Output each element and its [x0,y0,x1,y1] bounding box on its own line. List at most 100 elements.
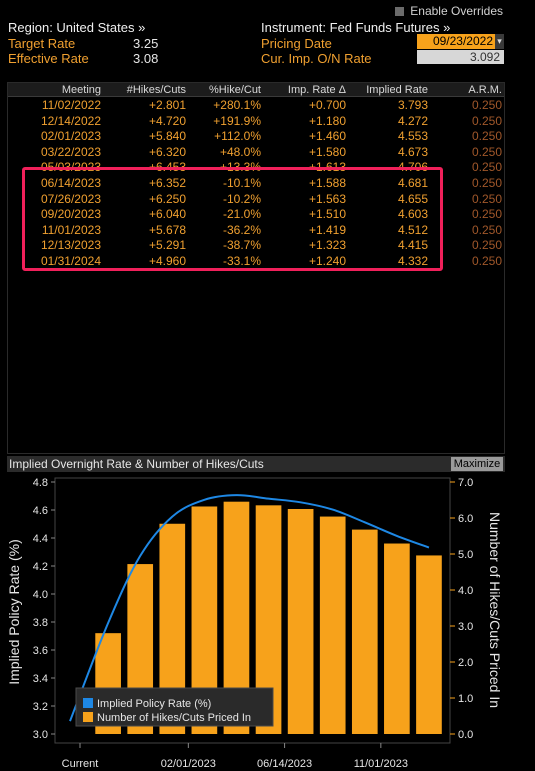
highlight-box [22,167,443,271]
col-imp-rate-delta[interactable]: Imp. Rate Δ [287,84,346,96]
table-cell: +6.320 [148,144,186,159]
y-right-tick-label: 6.0 [458,513,473,525]
table-cell: 0.250 [471,254,502,268]
table-cell: -36.2% [222,222,261,237]
table-cell: 12/13/2023 [40,238,101,253]
hikes-bar [319,516,346,734]
table-row[interactable]: 07/26/2023 +6.250 -10.2% +1.563 4.655 0.250 [8,192,504,208]
table-cell: +0.700 [308,98,346,112]
instrument-selector[interactable]: Instrument: Fed Funds Futures » [261,20,451,35]
table-cell: +6.250 [148,191,186,206]
table-cell: +5.840 [148,129,186,144]
chart-title: Implied Overnight Rate & Number of Hikes… [9,457,264,471]
hikes-bar [384,543,410,734]
y-right-tick-label: 0.0 [458,729,473,741]
table-cell: 09/20/2023 [40,207,101,222]
legend-hikes-label: Number of Hikes/Cuts Priced In [97,712,251,724]
y-left-tick-label: 3.0 [33,729,48,741]
table-cell: +48.0% [219,144,261,159]
calendar-icon[interactable]: ▾ [495,34,504,49]
y-left-tick-label: 4.8 [33,477,48,489]
table-cell: 0.250 [471,98,502,112]
hikes-chart: 3.0 3.2 3.4 3.6 3.8 4.0 4.2 4.4 4.6 4.8 0.0 1.0 2.0… [6,477,503,770]
pricing-date-label: Pricing Date [261,36,332,51]
target-rate-value: 3.25 [133,36,159,51]
table-row[interactable]: 12/13/2023 +5.291 -38.7% +1.323 4.415 0.250 [8,238,504,254]
table-cell: +5.291 [148,238,186,253]
table-cell: 4.553 [397,129,428,144]
y-left-axis-label: Implied Policy Rate (%) [6,539,22,685]
table-cell: 0.250 [471,129,502,144]
table-cell: +112.0% [214,129,261,144]
implied-rate-line [69,494,430,722]
maximize-button[interactable]: Maximize [451,457,503,471]
col-arm[interactable]: A.R.M. [468,84,502,96]
hikes-bar [416,555,442,734]
table-cell: -38.7% [222,238,261,253]
table-row[interactable]: 01/31/2024 +4.960 -33.1% +1.240 4.332 0.250 [8,254,504,270]
table-cell: +4.960 [148,254,186,268]
table-cell: 0.250 [471,160,502,175]
legend-hikes-swatch [83,712,93,722]
table-cell: 12/14/2022 [40,113,101,128]
cur-imp-rate-label: Cur. Imp. O/N Rate [261,51,372,66]
table-cell: 0.250 [471,222,502,237]
hikes-bar [287,509,314,734]
enable-overrides-toggle[interactable]: Enable Overrides [395,4,503,18]
checkbox-icon[interactable] [395,7,405,16]
table-cell: +4.720 [148,113,186,128]
table-cell: +191.9% [213,113,261,128]
y-right-tick-label: 2.0 [458,657,473,669]
table-cell: 0.250 [471,176,502,190]
table-cell: 0.250 [471,113,502,128]
table-cell: 4.272 [397,113,428,128]
y-left-tick-label: 3.4 [33,673,48,685]
y-left-tick-label: 4.0 [33,589,48,601]
table-cell: +6.352 [148,176,186,190]
table-cell: +2.801 [148,98,186,112]
table-cell: 4.673 [397,144,428,159]
y-right-tick-label: 5.0 [458,549,473,561]
hikes-bar [351,529,378,734]
x-tick-label: 02/01/2023 [161,758,216,770]
table-row[interactable]: 06/14/2023 +6.352 -10.1% +1.588 4.681 0.250 [8,176,504,192]
table-cell: 4.603 [397,207,428,222]
pricing-date-input[interactable]: 09/23/2022 [417,34,497,49]
table-row[interactable]: 02/01/2023 +5.840 +112.0% +1.460 4.553 0.250 [8,129,504,145]
y-right-tick-label: 1.0 [458,693,473,705]
table-row[interactable]: 11/01/2023 +5.678 -36.2% +1.419 4.512 0.250 [8,223,504,239]
table-cell: +1.419 [308,222,346,237]
table-cell: +1.240 [308,254,346,268]
y-left-tick-label: 3.6 [33,645,48,657]
table-cell: 0.250 [471,207,502,222]
table-cell: -10.1% [222,176,261,190]
col-hikes-cuts[interactable]: #Hikes/Cuts [126,84,186,96]
cur-imp-rate-value[interactable]: 3.092 [417,50,504,64]
table-row[interactable]: 11/02/2022 +2.801 +280.1% +0.700 3.793 0.250 [8,98,504,114]
x-tick-label: Current [62,758,99,770]
table-row[interactable]: 12/14/2022 +4.720 +191.9% +1.180 4.272 0.250 [8,114,504,130]
table-cell: 4.332 [397,254,428,268]
table-cell: 03/22/2023 [40,144,101,159]
table-cell: +1.588 [308,176,346,190]
y-left-tick-label: 3.8 [33,617,48,629]
table-cell: 06/14/2023 [40,176,101,190]
legend-rate-swatch [83,698,93,708]
y-left-tick-label: 3.2 [33,701,48,713]
table-row[interactable]: 03/22/2023 +6.320 +48.0% +1.580 4.673 0.250 [8,145,504,161]
table-cell: +5.678 [148,222,186,237]
x-tick-label: 11/01/2023 [354,758,408,770]
table-cell: 4.415 [397,238,428,253]
table-cell: -21.0% [222,207,261,222]
table-row[interactable]: 09/20/2023 +6.040 -21.0% +1.510 4.603 0.250 [8,207,504,223]
region-selector[interactable]: Region: United States » [8,20,146,35]
y-right-axis-label: Number of Hikes/Cuts Priced In [487,512,503,708]
table-cell: +1.180 [308,113,346,128]
table-cell: -33.1% [222,254,261,268]
col-meeting[interactable]: Meeting [61,84,101,96]
col-implied-rate[interactable]: Implied Rate [366,84,428,96]
col-pct-hike-cut[interactable]: %Hike/Cut [209,84,261,96]
table-cell: 11/01/2023 [41,222,101,237]
table-cell: 0.250 [471,144,502,159]
table-cell: 3.793 [397,98,428,112]
